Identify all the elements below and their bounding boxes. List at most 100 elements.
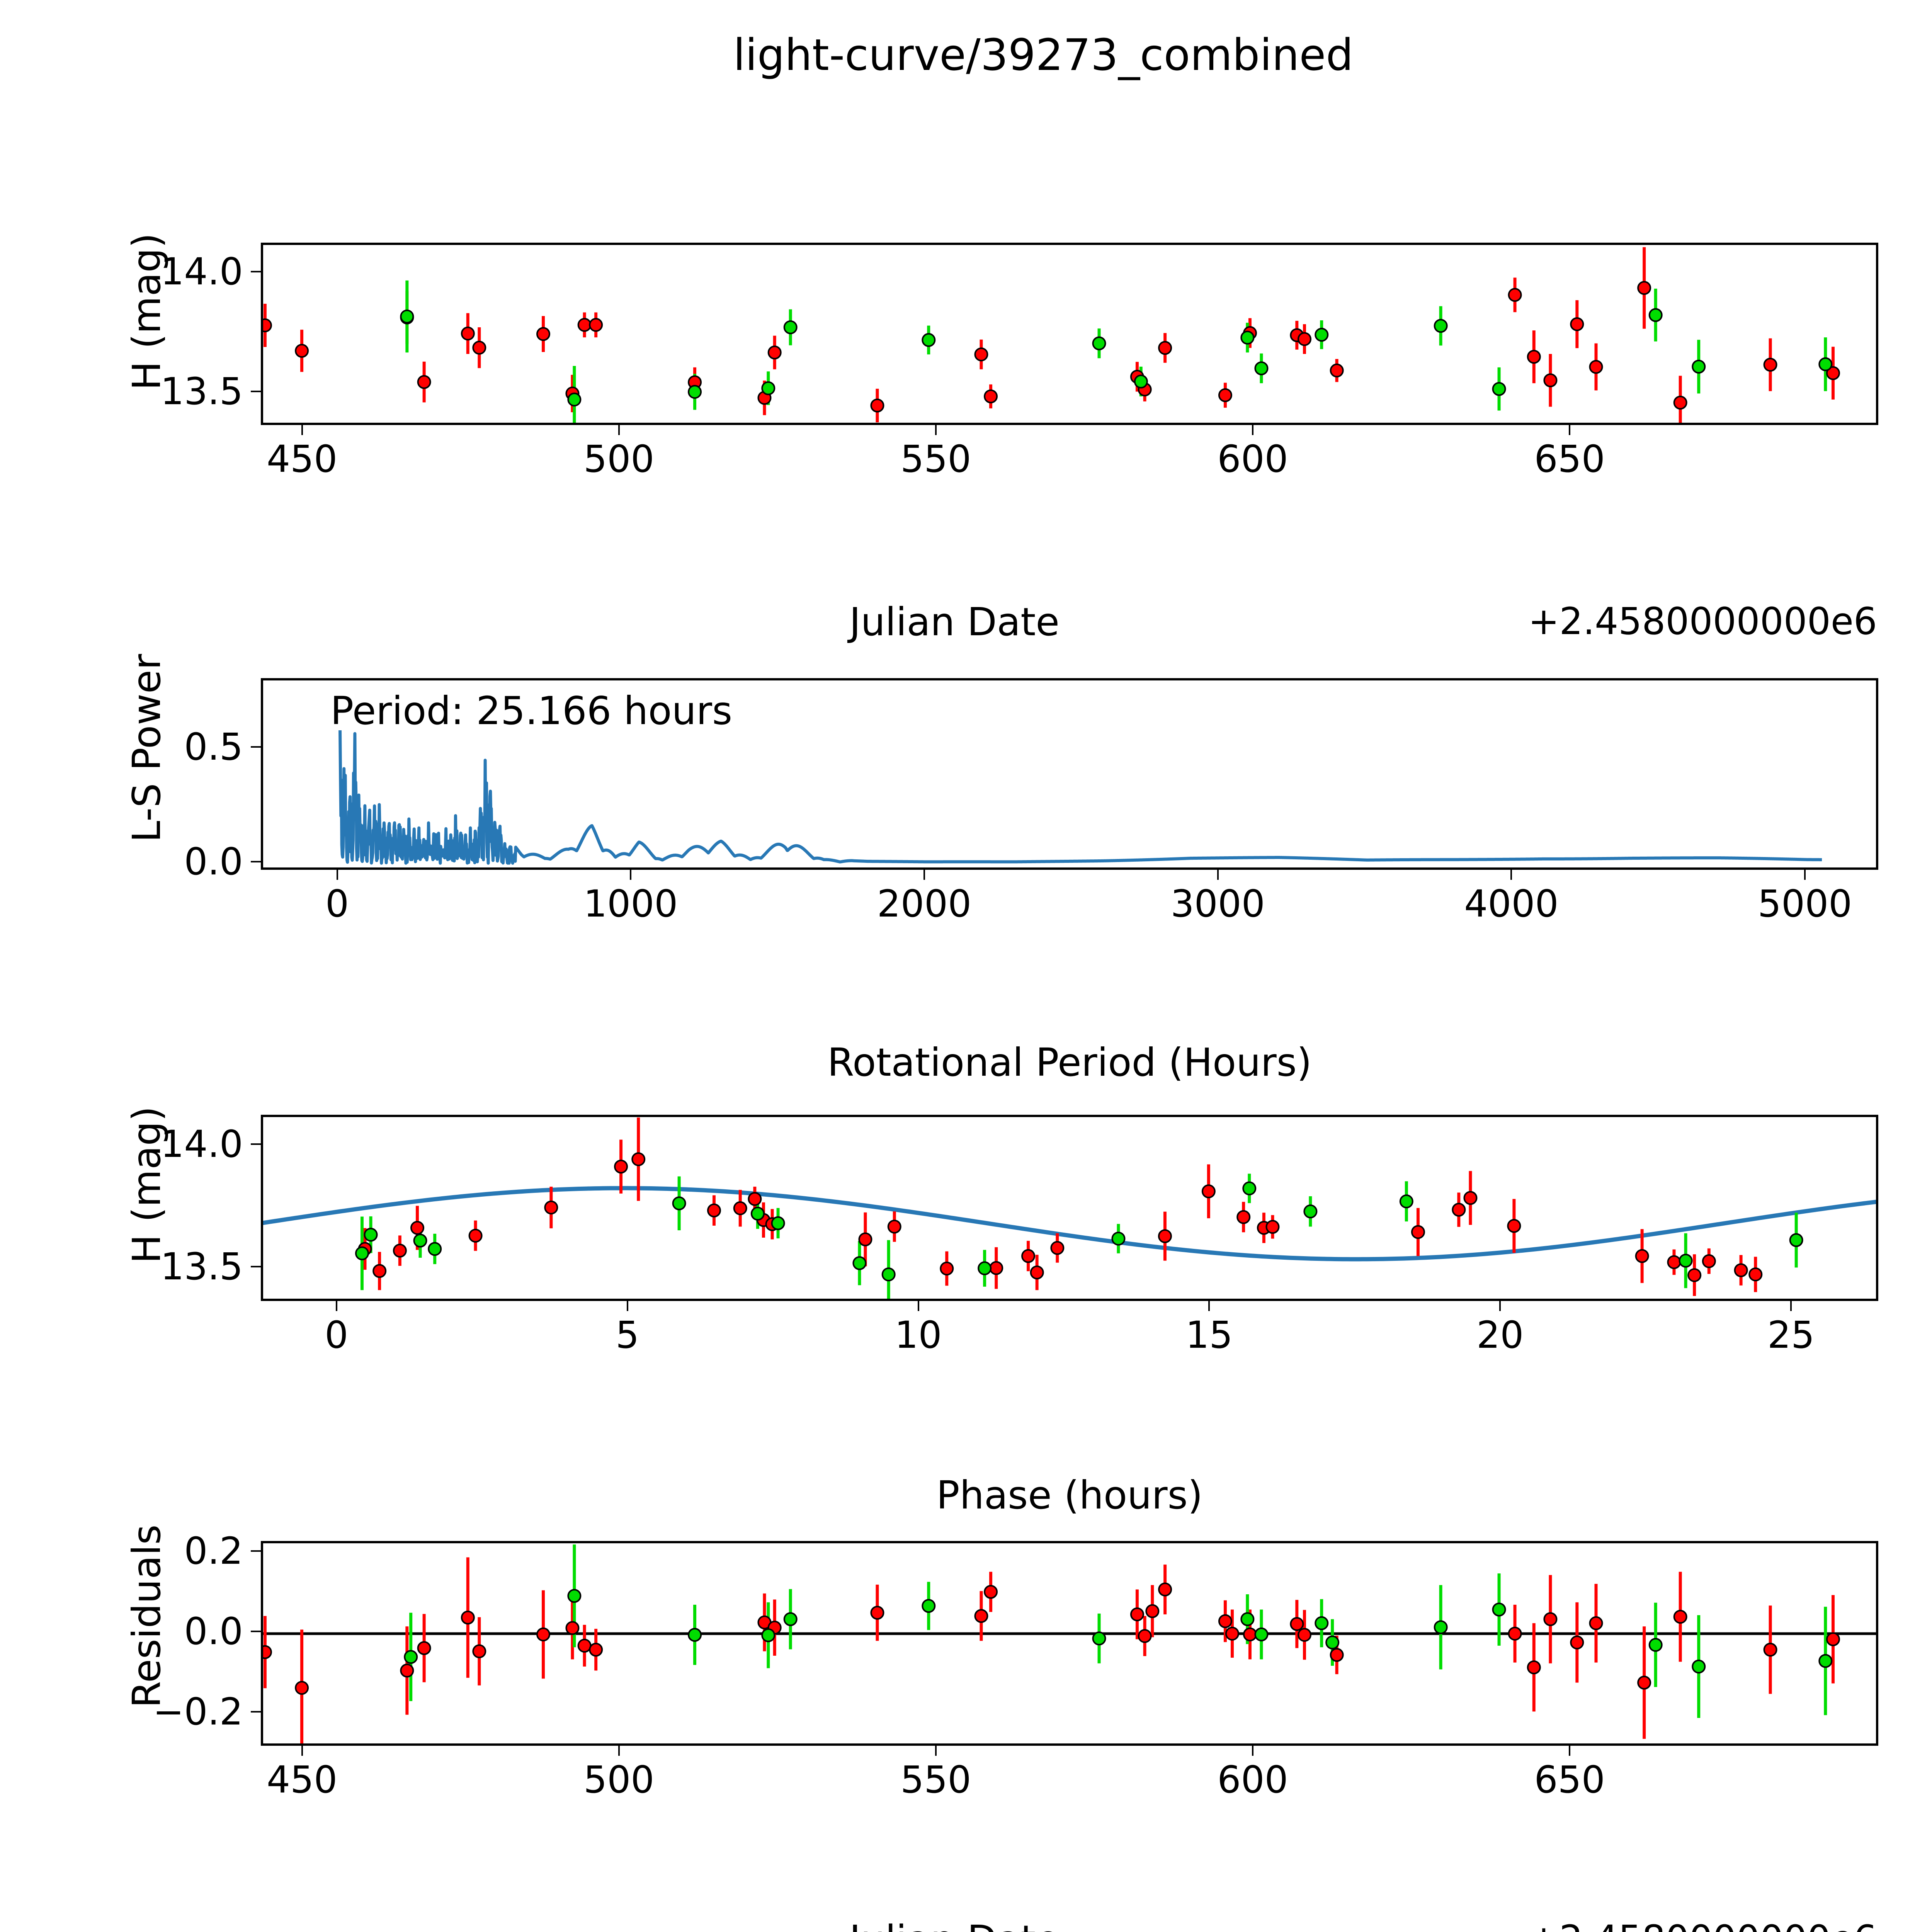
data-point (984, 1585, 998, 1599)
residuals-xtick-0-mark (301, 1746, 303, 1756)
data-point (989, 1261, 1003, 1275)
data-point (870, 1605, 884, 1620)
phased-xtick-5: 25 (1767, 1313, 1815, 1357)
data-point (1030, 1265, 1044, 1280)
data-point (1243, 1627, 1257, 1641)
data-point (974, 1609, 988, 1623)
data-point (461, 1611, 475, 1625)
data-point (1134, 374, 1148, 389)
data-point (472, 340, 486, 355)
periodogram-xtick-4: 4000 (1464, 882, 1559, 925)
data-point (750, 1206, 765, 1221)
data-point (733, 1201, 747, 1215)
lightcurve-xtick-3-mark (1252, 425, 1254, 435)
data-point (1789, 1233, 1803, 1247)
periodogram-ytick-1-mark (251, 746, 261, 748)
data-point (1325, 1635, 1340, 1650)
data-point (852, 1256, 867, 1270)
data-point (748, 1192, 762, 1206)
data-point (372, 1264, 387, 1278)
ls-power-curve (338, 730, 1823, 865)
periodogram-ytick-1: 0.5 (184, 725, 243, 769)
data-point (707, 1203, 721, 1218)
data-point (1589, 360, 1603, 374)
data-point (1637, 1675, 1651, 1690)
data-point (1635, 1249, 1649, 1263)
phased-xtick-0: 0 (325, 1313, 349, 1357)
data-point (1297, 1628, 1311, 1642)
residuals-ytick-2-mark (251, 1550, 261, 1552)
data-point (393, 1243, 407, 1258)
periodogram-xtick-0-mark (336, 870, 338, 880)
lightcurve-xtick-0: 450 (266, 437, 338, 481)
lightcurve-xtick-1: 500 (583, 437, 655, 481)
data-point (1648, 308, 1663, 322)
data-point (922, 333, 936, 347)
data-point (858, 1232, 872, 1247)
data-point (1543, 1612, 1558, 1626)
residuals-xtick-4: 650 (1534, 1758, 1605, 1801)
periodogram-xtick-5: 5000 (1757, 882, 1852, 925)
data-point (984, 389, 998, 403)
data-point (1297, 332, 1311, 346)
panel-periodogram-xlabel: Rotational Period (Hours) (827, 1040, 1312, 1085)
data-point (1507, 1219, 1521, 1233)
data-point (1679, 1253, 1693, 1268)
data-point (1818, 357, 1833, 371)
data-point (631, 1152, 646, 1167)
data-point (761, 1628, 776, 1642)
data-point (1240, 1612, 1255, 1626)
data-point (783, 320, 798, 335)
data-point (688, 385, 702, 399)
data-point (355, 1246, 369, 1260)
panel-residuals-ylabel: Residuals (124, 1524, 169, 1708)
data-point (1543, 373, 1558, 388)
data-point (589, 318, 603, 332)
data-point (1673, 1610, 1687, 1624)
periodogram-xtick-4-mark (1510, 870, 1512, 880)
data-point (1818, 1654, 1833, 1668)
panel-residuals-xoffset: +2.4580000000e6 (1528, 1920, 1877, 1932)
data-point (1452, 1202, 1466, 1217)
data-point (1570, 1635, 1584, 1650)
data-point (1201, 1184, 1216, 1199)
data-point (577, 318, 592, 332)
panel-phased (261, 1115, 1878, 1301)
data-point (974, 347, 988, 362)
data-point (1158, 1582, 1172, 1597)
data-point (1218, 1614, 1232, 1628)
data-point (400, 1663, 414, 1678)
residuals-ytick-1-mark (251, 1630, 261, 1632)
lightcurve-ytick-0: 13.5 (160, 370, 243, 413)
data-point (1434, 1620, 1448, 1634)
data-point (1826, 366, 1840, 380)
data-point (1242, 1181, 1257, 1196)
data-point (614, 1160, 628, 1174)
residuals-ytick-1: 0.0 (184, 1609, 243, 1653)
data-point (1092, 1631, 1106, 1646)
residuals-xtick-1-mark (618, 1746, 620, 1756)
phased-xtick-5-mark (1790, 1301, 1792, 1311)
panel-periodogram (261, 678, 1878, 870)
data-point (1826, 1632, 1840, 1646)
data-point (940, 1261, 954, 1276)
data-point (1218, 388, 1232, 402)
data-point (767, 345, 782, 360)
phased-xtick-0-mark (335, 1301, 337, 1311)
phased-xtick-4-mark (1499, 1301, 1501, 1311)
data-point (417, 1641, 431, 1655)
data-point (428, 1242, 442, 1256)
data-point (761, 381, 776, 395)
data-point (1092, 336, 1106, 350)
data-point (565, 1621, 580, 1635)
periodogram-xtick-1-mark (630, 870, 632, 880)
residuals-xtick-4-mark (1569, 1746, 1571, 1756)
data-point (1673, 396, 1687, 410)
data-point (1290, 1617, 1304, 1631)
data-point (461, 327, 475, 341)
phased-xtick-3: 15 (1185, 1313, 1233, 1357)
data-point (263, 1645, 272, 1659)
data-point (1236, 1210, 1251, 1224)
data-point (1138, 1629, 1152, 1643)
periodogram-xtick-2: 2000 (877, 882, 972, 925)
